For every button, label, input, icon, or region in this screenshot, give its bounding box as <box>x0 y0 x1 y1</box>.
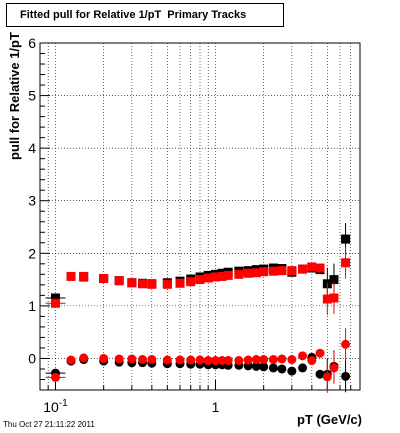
data-point-square <box>322 294 332 304</box>
data-point-circle <box>79 353 89 363</box>
data-point-square <box>147 279 157 289</box>
data-point-square <box>223 270 233 280</box>
data-point-circle <box>127 354 137 364</box>
data-point-square <box>127 278 137 288</box>
axes: 0 1 2 3 4 5 6 10-1 1 <box>28 35 361 415</box>
chart-title: Fitted pull for Relative 1/pT Primary Tr… <box>6 3 284 27</box>
data-point-square <box>114 276 124 286</box>
data-point-circle <box>251 355 261 365</box>
data-point-square <box>66 271 76 281</box>
data-point-square <box>298 264 308 274</box>
y-tick-label: 1 <box>28 298 36 314</box>
data-point-square <box>329 293 339 303</box>
data-point-circle <box>138 355 148 365</box>
data-point-circle <box>277 364 287 374</box>
data-point-circle <box>268 355 278 365</box>
data-point-circle <box>234 356 244 366</box>
y-tick-label: 0 <box>28 350 36 366</box>
data-point-circle <box>259 355 269 365</box>
data-point-circle <box>243 355 253 365</box>
data-point-square <box>268 266 278 276</box>
data-point-circle <box>66 355 76 365</box>
data-point-square <box>341 258 351 268</box>
data-point-square <box>307 262 317 272</box>
data-point-circle <box>298 363 308 373</box>
y-tick-label: 4 <box>28 140 36 156</box>
data-point-square <box>203 273 213 283</box>
data-point-circle <box>211 356 221 366</box>
data-point-square <box>195 275 205 285</box>
data-point-circle <box>315 369 325 379</box>
data-point-square <box>211 272 221 282</box>
data-point-square <box>243 268 253 278</box>
x-tick-label: 10-1 <box>43 398 68 415</box>
data-point-circle <box>259 362 269 372</box>
data-point-circle <box>322 372 332 382</box>
x-tick-label: 1 <box>212 399 220 415</box>
data-point-circle <box>277 354 287 364</box>
data-point-circle <box>203 356 213 366</box>
data-point-square <box>277 266 287 276</box>
data-point-circle <box>147 355 157 365</box>
grid-lines <box>39 42 361 390</box>
data-point-circle <box>287 366 297 376</box>
data-point-square <box>329 275 339 285</box>
data-point-circle <box>341 339 351 349</box>
data-point-square <box>341 234 351 244</box>
data-point-circle <box>251 361 261 371</box>
data-point-square <box>175 278 185 288</box>
data-point-circle <box>99 353 109 363</box>
data-point-circle <box>287 355 297 365</box>
data-point-circle <box>114 354 124 364</box>
timestamp: Thu Oct 27 21:11:22 2011 <box>3 420 95 429</box>
data-point-circle <box>223 356 233 366</box>
y-tick-label: 3 <box>28 193 36 209</box>
y-tick-label: 5 <box>28 88 36 104</box>
data-point-square <box>79 271 89 281</box>
data-point-circle <box>162 355 172 365</box>
data-point-square <box>162 279 172 289</box>
data-point-square <box>234 269 244 279</box>
data-point-circle <box>307 356 317 366</box>
data-point-circle <box>329 363 339 373</box>
data-point-circle <box>268 363 278 373</box>
data-point-square <box>217 271 227 281</box>
data-point-circle <box>341 371 351 381</box>
data-marks <box>45 223 351 393</box>
y-tick-label: 6 <box>28 35 36 51</box>
data-point-circle <box>175 355 185 365</box>
data-point-square <box>315 263 325 273</box>
data-point-circle <box>195 355 205 365</box>
y-axis-label: pull for Relative 1/pT <box>7 32 22 160</box>
data-point-square <box>287 266 297 276</box>
data-point-square <box>186 277 196 287</box>
data-point-square <box>138 279 148 289</box>
data-point-circle <box>315 348 325 358</box>
data-point-circle <box>186 355 196 365</box>
data-point-square <box>259 267 269 277</box>
x-axis-label: pT (GeV/c) <box>296 412 362 427</box>
y-tick-label: 2 <box>28 245 36 261</box>
data-point-circle <box>298 351 308 361</box>
data-point-square <box>99 274 109 284</box>
data-point-square <box>251 268 261 278</box>
